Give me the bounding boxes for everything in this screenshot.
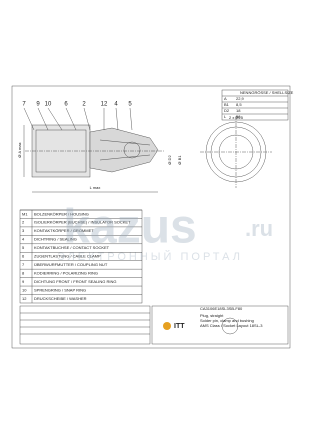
title-line: Plug, straight [200, 313, 224, 318]
size-table-cell: 56 [236, 114, 241, 119]
size-table-cell: D2 [224, 108, 230, 113]
part-number-cell: 8 [22, 270, 25, 275]
callout-number: 5 [128, 102, 132, 108]
size-table-cell: 22,9 [236, 96, 245, 101]
part-number: CA3106E18SL3SB-F80 [200, 306, 243, 311]
part-number-cell: 4 [22, 237, 25, 242]
watermark-domain: .ru [245, 216, 273, 241]
sheet-border [11, 85, 291, 349]
part-name-cell: KODIERRING / POLARIZING RING [34, 270, 98, 275]
watermark-logo: kazus [63, 201, 196, 254]
part-number-cell: 9 [22, 279, 25, 284]
notes-lines [20, 312, 150, 335]
callout-number: 7 [22, 102, 26, 108]
title-block [151, 305, 289, 345]
leader-line [37, 107, 49, 131]
notes-block [19, 305, 151, 345]
leader-line [23, 107, 35, 131]
part-number-cell: 12 [22, 296, 27, 301]
side-view [23, 124, 165, 193]
part-name-cell: ÜBERWURFMUTTER / COUPLING NUT [34, 262, 108, 267]
part-number-cell: M1 [22, 211, 28, 216]
dimension-label: L max [90, 185, 101, 190]
part-name-cell: ISOLIERKÖRPER (BUCHSE) / INSULATOR SOCKE… [34, 220, 131, 225]
part-name-cell: KONTAKTKÖRPER / GROMMET [34, 228, 94, 233]
dimension-label: Ø D2 [167, 155, 172, 165]
callout-number: 12 [101, 102, 108, 108]
dimension-label: 2 x Ø25 [229, 115, 244, 120]
dimension-label: Ø A max [17, 142, 22, 157]
dimension-label: Ø B1 [177, 155, 182, 165]
callout-number: 6 [64, 102, 68, 108]
size-table-cell: B1 [224, 102, 230, 107]
layout-icon [221, 317, 239, 335]
part-name-cell: KONTAKTBUCHSE / CONTACT SOCKET [34, 245, 110, 250]
title-line: AMS Class / Socket Layout 18SL-3 [200, 323, 263, 328]
watermark: kazus .ru ЭЛЕКТРОННЫЙ ПОРТАЛ [57, 201, 273, 263]
brand: ITT [174, 323, 185, 330]
callout-number: 9 [36, 102, 40, 108]
leader-line [65, 107, 77, 131]
size-table-cell: 8,5 [236, 102, 242, 107]
size-table-header: NENNGRÖSSE / SHELLSIZE [240, 90, 294, 95]
part-name-cell: ZUGENTLASTUNG / CABLE CLAMP [34, 254, 101, 259]
brand-icon [163, 322, 171, 330]
part-name-cell: DICHTRING / SEALING [34, 237, 77, 242]
leader-line [83, 107, 91, 131]
drawing-sheet: Ø A max L max Ø D2 Ø B1 2 x Ø25 NENNGRÖS… [11, 85, 294, 349]
part-name-cell: DRUCKSCHEIBE / WASHER [34, 296, 87, 301]
part-name-cell: SPRENGRING / SNAP RING [34, 287, 86, 292]
callout-number: 10 [45, 102, 52, 108]
size-table [221, 89, 289, 121]
leader-line [129, 107, 133, 131]
watermark-tagline: ЭЛЕКТРОННЫЙ ПОРТАЛ [57, 250, 243, 263]
leader-line [115, 107, 119, 131]
part-number-cell: 2 [22, 220, 25, 225]
front-view [200, 116, 272, 188]
callout-number: 4 [114, 102, 118, 108]
part-number-cell: 5 [22, 245, 25, 250]
part-number-cell: 10 [22, 287, 27, 292]
leader-line [47, 107, 63, 131]
part-name-cell: BOLZENKÖRPER / HOUSING [34, 211, 89, 216]
size-table-cell: 18 [236, 108, 241, 113]
part-number-cell: 7 [22, 262, 25, 267]
part-number-cell: 3 [22, 228, 25, 233]
title-line: Solder pin, clamp and bushing [200, 318, 254, 323]
part-number-cell: 6 [22, 254, 25, 259]
part-name-cell: DICHTUNG FRONT / FRONT SEALING RING [34, 279, 117, 284]
size-table-cell: L [224, 114, 227, 119]
callout-number: 2 [82, 102, 86, 108]
size-table-cell: A [224, 96, 227, 101]
